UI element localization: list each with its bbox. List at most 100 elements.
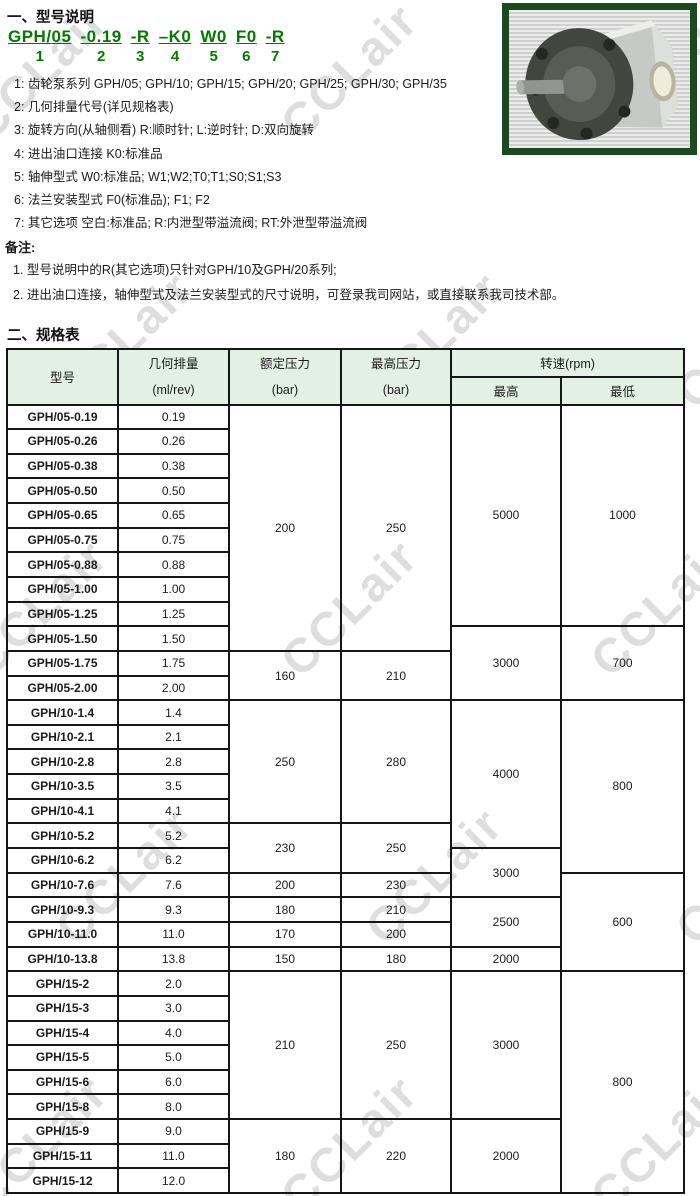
segment-code: -R: [130, 27, 150, 46]
table-cell-disp: 1.00: [119, 577, 230, 603]
segment-code: –K0: [158, 27, 192, 46]
table-cell-disp: 8.0: [119, 1095, 230, 1121]
table-row: GPH/10-4.1 4.1: [8, 799, 685, 825]
table-row: GPH/15-8 8.0: [8, 1095, 685, 1121]
option-line: 4: 进出油口连接 K0:标准品: [14, 146, 163, 161]
option-line: 1: 齿轮泵系列 GPH/05; GPH/10; GPH/15; GPH/20;…: [14, 77, 447, 91]
table-cell-disp: 6.0: [119, 1070, 230, 1096]
table-row: GPH/05-0.65 0.65: [8, 504, 685, 529]
table-cell-rated: 210: [230, 972, 342, 1121]
table-cell-disp: 3.0: [119, 996, 230, 1022]
table-row: GPH/10-2.1 2.1: [8, 725, 685, 751]
option-line: 2: 几何排量代号(详见规格表): [14, 100, 174, 115]
table-cell-smax: 3000: [452, 849, 562, 899]
table-row: GPH/10-2.8 2.8: [8, 750, 685, 776]
table-cell-model: GPH/05-1.25: [8, 602, 119, 628]
table-cell-model: GPH/15-3: [8, 996, 119, 1022]
table-cell-disp: 1.50: [119, 627, 230, 652]
table-cell-model: GPH/05-0.75: [8, 528, 119, 554]
table-cell-disp: 4.1: [119, 799, 230, 825]
notes-block: 备注: 1. 型号说明中的R(其它选项)只针对GPH/10及GPH/20系列; 2…: [5, 238, 695, 308]
table-cell-model: GPH/15-5: [8, 1046, 119, 1071]
segment-number: 5: [209, 48, 218, 65]
table-cell-disp: 4.0: [119, 1021, 230, 1047]
table-row: GPH/05-0.26 0.26: [8, 430, 685, 455]
section2-title: 二、规格表: [7, 328, 80, 344]
table-row: GPH/10-13.8 13.8 150 180 2000: [8, 947, 685, 973]
table-cell-model: GPH/10-1.4: [8, 701, 119, 726]
table-row: GPH/05-2.00 2.00: [8, 676, 685, 702]
table-cell-disp: 2.1: [119, 725, 230, 751]
table-row: GPH/05-0.38 0.38: [8, 454, 685, 480]
table-cell-rated: 180: [230, 1120, 342, 1194]
table-cell-model: GPH/10-4.1: [8, 799, 119, 825]
table-row: GPH/15-6 6.0: [8, 1070, 685, 1096]
table-cell-rated: 230: [230, 824, 342, 874]
table-cell-disp: 5.0: [119, 1046, 230, 1071]
table-cell-model: GPH/05-1.00: [8, 577, 119, 603]
table-cell-disp: 2.8: [119, 750, 230, 776]
table-cell-disp: 1.4: [119, 701, 230, 726]
segment-code: F0: [235, 27, 257, 46]
segment-code: -0.19: [80, 27, 122, 46]
segment-number: 1: [35, 48, 44, 65]
table-cell-model: GPH/05-0.38: [8, 454, 119, 480]
table-cell-model: GPH/15-8: [8, 1095, 119, 1121]
table-cell-rated: 250: [230, 701, 342, 825]
note-line: 1. 型号说明中的R(其它选项)只针对GPH/10及GPH/20系列;: [13, 263, 337, 277]
table-cell-disp: 5.2: [119, 824, 230, 850]
table-cell-rated: 170: [230, 922, 342, 948]
table-cell-disp: 11.0: [119, 922, 230, 948]
table-cell-model: GPH/05-0.19: [8, 405, 119, 431]
table-cell-disp: 0.38: [119, 454, 230, 480]
table-cell-smax: 2500: [452, 898, 562, 948]
table-cell-pmax: 230: [342, 873, 452, 899]
header-displacement: 几何排量 (ml/rev): [119, 350, 230, 406]
table-cell-pmax: 180: [342, 947, 452, 973]
table-cell-disp: 0.88: [119, 553, 230, 578]
segment-number: 7: [271, 48, 280, 65]
table-cell-disp: 9.0: [119, 1120, 230, 1145]
segment-code: GPH/05: [8, 27, 72, 46]
section1-title: 一、型号说明: [7, 10, 94, 26]
segment-code: -R: [265, 27, 285, 46]
table-row: GPH/05-0.19 0.19 200 250 5000 1000: [8, 405, 686, 652]
table-cell-pmax: 250: [342, 972, 452, 1121]
model-segment: F0 6: [236, 27, 257, 65]
table-cell-disp: 9.3: [119, 898, 230, 923]
option-line: 6: 法兰安装型式 F0(标准品); F1; F2: [14, 193, 210, 208]
table-cell-disp: 0.65: [119, 504, 230, 529]
model-segment: -R 7: [266, 27, 285, 65]
table-cell-disp: 7.6: [119, 873, 230, 899]
table-row: GPH/15-2 2.0 210 250 3000 800: [8, 972, 686, 1194]
table-cell-smax: 3000: [452, 972, 562, 1121]
table-cell-model: GPH/15-11: [8, 1144, 119, 1170]
table-cell-smin: 1000: [562, 405, 686, 628]
header-model: 型号: [8, 350, 119, 406]
table-cell-smax: 5000: [452, 405, 562, 628]
table-row: GPH/05-0.50 0.50: [8, 479, 685, 505]
table-cell-pmax: 210: [342, 651, 452, 702]
gear-pump-photo: [509, 10, 690, 148]
table-cell-model: GPH/15-6: [8, 1070, 119, 1096]
table-row: GPH/15-9 9.0 180 220 2000: [8, 1120, 685, 1194]
spec-table: 型号 几何排量 (ml/rev) 额定压力 (bar) 最高压力 (bar) 转…: [6, 348, 686, 1194]
segment-number: 6: [242, 48, 251, 65]
table-cell-disp: 1.25: [119, 602, 230, 628]
table-cell-rated: 200: [230, 405, 342, 652]
table-cell-smin: 600: [562, 873, 686, 973]
table-cell-disp: 2.00: [119, 676, 230, 702]
table-cell-smin: 800: [562, 701, 686, 874]
table-row: GPH/10-1.4 1.4 250 280 4000 800: [8, 701, 686, 874]
table-cell-model: GPH/15-4: [8, 1021, 119, 1047]
table-cell-smax: 3000: [452, 627, 562, 702]
model-segment: GPH/05 1: [8, 27, 71, 65]
table-cell-model: GPH/15-9: [8, 1120, 119, 1145]
table-cell-disp: 13.8: [119, 947, 230, 973]
table-row: GPH/05-1.00 1.00: [8, 577, 685, 603]
model-segment: -R 3: [131, 27, 150, 65]
table-cell-model: GPH/05-2.00: [8, 676, 119, 702]
table-row: GPH/15-5 5.0: [8, 1046, 685, 1071]
table-row: GPH/15-12 12.0: [8, 1169, 685, 1194]
